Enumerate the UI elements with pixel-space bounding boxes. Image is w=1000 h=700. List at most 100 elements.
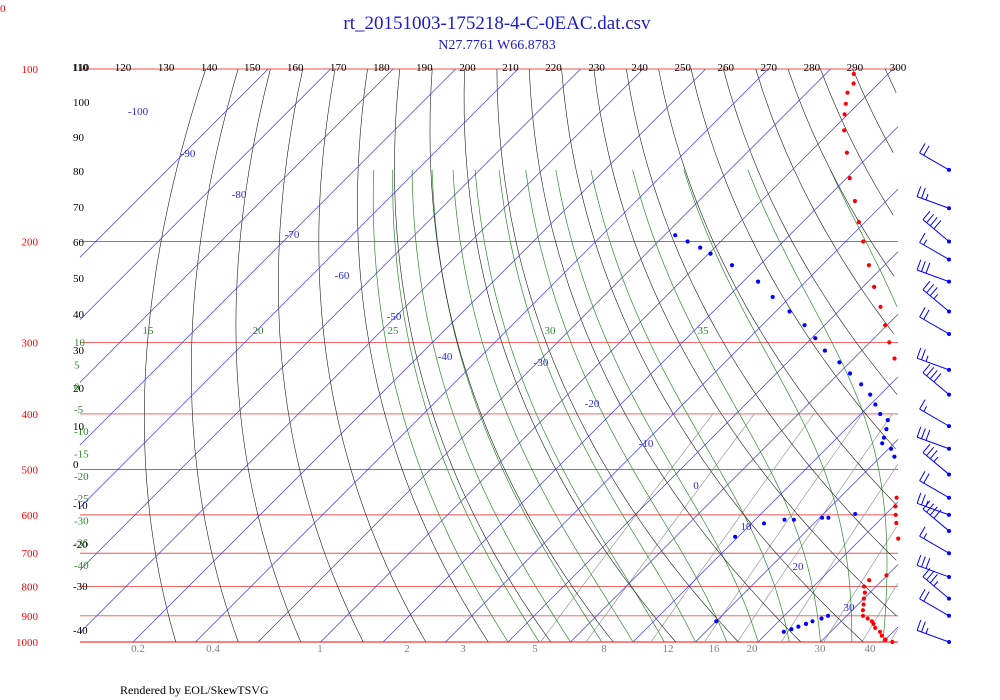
temperature-tick-label: 290 bbox=[847, 62, 864, 74]
temperature-point bbox=[862, 590, 868, 595]
wind-barb-feather bbox=[919, 470, 926, 481]
moist-adiabat-line bbox=[683, 169, 853, 642]
dewpoint-point bbox=[729, 263, 735, 268]
wind-barb-feather bbox=[919, 589, 926, 600]
moist-adiabat-label: 0 bbox=[74, 382, 80, 394]
wind-barb-shaft bbox=[916, 196, 950, 209]
dry-adiabat-line bbox=[723, 68, 898, 395]
wind-barb-feather bbox=[919, 526, 926, 537]
wind-barb-feather bbox=[922, 280, 931, 291]
temperature-point bbox=[861, 596, 867, 601]
wind-barb-feather bbox=[921, 349, 926, 361]
dewpoint-point bbox=[889, 446, 894, 451]
mixing-ratio-line bbox=[823, 526, 897, 643]
temperature-tick-label: 220 bbox=[545, 62, 562, 74]
dewpoint-point bbox=[853, 512, 858, 516]
dry-adiabat-line bbox=[278, 68, 364, 643]
temperature-tick-label: 170 bbox=[330, 62, 347, 74]
moist-adiabat-label: 30 bbox=[545, 325, 557, 337]
height-tick-label: -40 bbox=[73, 625, 88, 637]
moist-adiabat-label: 25 bbox=[388, 325, 400, 337]
isotherm-line bbox=[195, 68, 769, 643]
wind-barb-feather bbox=[916, 186, 922, 197]
wind-barb-feather bbox=[929, 574, 938, 584]
pressure-tick-label: 300 bbox=[22, 337, 39, 349]
wind-barb-feather bbox=[919, 143, 926, 154]
wind-barb-feather bbox=[919, 232, 926, 243]
mixing-ratio-label: 12 bbox=[663, 643, 674, 655]
wind-barb-shaft bbox=[919, 316, 950, 335]
mixing-ratio-label: 8 bbox=[601, 643, 607, 655]
isotherm-line bbox=[79, 68, 394, 383]
temperature-tick-label: 280 bbox=[804, 62, 821, 74]
height-tick-label: -10 bbox=[73, 500, 88, 512]
isotherm-line bbox=[320, 68, 894, 643]
temperature-point bbox=[896, 536, 901, 541]
moist-adiabat-line bbox=[747, 169, 888, 643]
isotherm-label: 10 bbox=[741, 521, 753, 533]
isolated-dewpoint-points bbox=[714, 512, 858, 624]
isotherm-line bbox=[79, 68, 456, 446]
mixing-ratio-line bbox=[704, 413, 863, 643]
wind-barb-feather bbox=[929, 370, 938, 380]
wind-barb-shaft bbox=[922, 576, 950, 599]
wind-barb-feather bbox=[921, 187, 926, 199]
isobar-lines bbox=[80, 68, 898, 643]
dewpoint-point bbox=[685, 239, 690, 244]
height-tick-label: -20 bbox=[73, 539, 88, 551]
wind-barbs bbox=[916, 143, 951, 644]
height-tick-label: -30 bbox=[73, 581, 88, 593]
footer-credit: Rendered by EOL/SkewTSVG bbox=[120, 683, 269, 697]
isotherm-line bbox=[757, 501, 899, 643]
moist-adiabat-line bbox=[590, 169, 790, 643]
dry-adiabat-line bbox=[884, 68, 897, 93]
dewpoint-point bbox=[756, 279, 761, 284]
wind-barb-shaft bbox=[922, 372, 950, 395]
mixing-ratio-lines bbox=[540, 413, 899, 643]
moist-adiabat-label: 5 bbox=[74, 359, 80, 371]
dewpoint-point bbox=[782, 517, 787, 522]
dewpoint-point bbox=[796, 624, 801, 629]
moist-adiabat-label: -35 bbox=[74, 538, 89, 550]
temperature-tick-label: 190 bbox=[416, 62, 433, 74]
moist-adiabat-line bbox=[411, 169, 571, 643]
moist-adiabat-label: 10 bbox=[74, 337, 86, 349]
dry-adiabat-line bbox=[463, 68, 677, 643]
dewpoint-point bbox=[878, 411, 883, 417]
temperature-tick-label: 240 bbox=[631, 62, 648, 74]
dry-adiabat-line bbox=[593, 68, 897, 617]
moist-adiabat-lines bbox=[372, 169, 898, 643]
temperature-point bbox=[843, 101, 848, 106]
wind-barb-feather bbox=[916, 554, 922, 566]
temperature-point bbox=[856, 220, 862, 225]
temperature-point bbox=[861, 602, 866, 607]
isotherm-label: -90 bbox=[181, 148, 196, 160]
dewpoint-point bbox=[885, 418, 890, 423]
temperature-point bbox=[852, 198, 858, 204]
temperature-point bbox=[887, 340, 892, 345]
temperature-point bbox=[861, 239, 866, 244]
isotherm-line bbox=[445, 188, 899, 643]
height-tick-label: 0 bbox=[73, 459, 79, 471]
isotherm-label: -40 bbox=[438, 351, 453, 363]
wind-barb-shaft bbox=[916, 436, 950, 450]
temperature-point bbox=[867, 578, 872, 583]
height-tick-label: 110 bbox=[73, 62, 90, 74]
isotherm-line bbox=[570, 314, 899, 643]
wind-barb-feather bbox=[921, 494, 926, 506]
dry-adiabat-line bbox=[561, 68, 864, 643]
isotherm-line bbox=[79, 68, 581, 571]
wind-barb-shaft bbox=[919, 408, 950, 427]
temperature-point bbox=[844, 150, 850, 155]
temperature-tick-label: 270 bbox=[761, 62, 778, 74]
moist-adiabat-line bbox=[392, 169, 540, 643]
height-tick-label: 60 bbox=[73, 237, 85, 249]
wind-barb-feather bbox=[916, 426, 922, 438]
temperature-point bbox=[894, 495, 899, 500]
dewpoint-point bbox=[892, 454, 897, 459]
dry-adiabat-line bbox=[626, 68, 897, 561]
pressure-tick-label: 900 bbox=[22, 611, 39, 623]
dry-adiabat-line bbox=[429, 68, 614, 643]
mixing-ratio-label: 0.2 bbox=[131, 643, 145, 655]
moist-adiabat-label: 15 bbox=[143, 325, 155, 337]
